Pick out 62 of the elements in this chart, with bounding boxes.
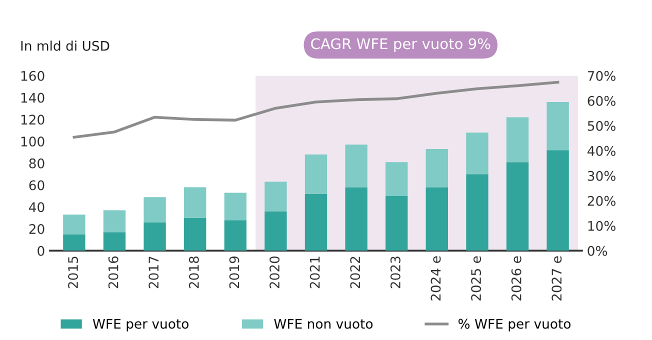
band-label: CAGR WFE per vuoto 9%	[311, 38, 490, 52]
y-axis-title: In mld di USD	[21, 40, 110, 51]
bar	[184, 187, 206, 218]
x-tick-label: 2017	[148, 256, 159, 288]
bar	[264, 211, 287, 251]
y2-tick-label: 30%	[588, 170, 616, 181]
bar	[506, 117, 529, 162]
legend-label: WFE per vuoto	[92, 318, 188, 332]
y2-tick-label: 0%	[588, 246, 608, 256]
x-tick-label: 2015	[68, 256, 78, 288]
x-tick-label: 2018	[188, 256, 199, 288]
x-tick-label: 2026 e	[511, 256, 522, 300]
legend-label: WFE non vuoto	[274, 318, 373, 329]
x-tick-label: 2020	[270, 256, 280, 288]
bar	[63, 234, 86, 251]
bar	[386, 162, 408, 196]
y2-tick-label: 40%	[588, 146, 616, 156]
y-tick-label: 80	[29, 158, 44, 168]
y2-tick-label: 50%	[588, 120, 616, 131]
x-tick-label: 2016	[108, 256, 118, 288]
bar	[103, 232, 126, 251]
bar	[506, 162, 529, 251]
bar	[144, 197, 166, 222]
x-tick-label: 2024 e	[430, 256, 441, 300]
line-series	[72, 80, 560, 139]
bar	[546, 102, 569, 150]
y-tick-label: 0	[38, 246, 44, 256]
x-tick-label: 2019	[229, 256, 240, 288]
x-tick-label: 2027 e	[552, 256, 562, 300]
bar	[103, 210, 126, 232]
y2-tick-label: 60%	[588, 96, 616, 106]
x-tick-label: 2022	[350, 256, 360, 288]
bar	[144, 222, 166, 251]
bar	[63, 214, 86, 234]
y-tick-label: 20	[29, 224, 44, 234]
y-tick-label: 100	[21, 136, 44, 147]
bar	[546, 150, 569, 251]
bar	[466, 132, 488, 174]
bar	[304, 194, 328, 251]
y-tick-label: 40	[28, 202, 44, 212]
y-tick-label: 160	[21, 70, 44, 81]
bar	[345, 144, 368, 188]
bar	[224, 220, 246, 251]
bar	[224, 192, 246, 220]
bar	[426, 187, 448, 251]
y2-tick-label: 10%	[588, 220, 616, 231]
bar	[466, 174, 488, 251]
y2-tick-label: 70%	[588, 70, 616, 81]
bar	[426, 148, 448, 188]
bar	[184, 218, 206, 251]
bar	[386, 196, 408, 251]
bar	[304, 154, 328, 194]
x-tick-label: 2021	[310, 256, 320, 288]
y-tick-label: 120	[21, 114, 44, 125]
x-tick-label: 2025 e	[471, 256, 482, 300]
bar	[345, 187, 368, 251]
x-tick-label: 2023	[390, 256, 400, 288]
y-tick-label: 60	[29, 180, 44, 190]
bar	[264, 182, 287, 212]
y-tick-label: 140	[21, 92, 44, 103]
legend-label: % WFE per vuoto	[458, 318, 571, 332]
y2-tick-label: 20%	[588, 196, 616, 206]
